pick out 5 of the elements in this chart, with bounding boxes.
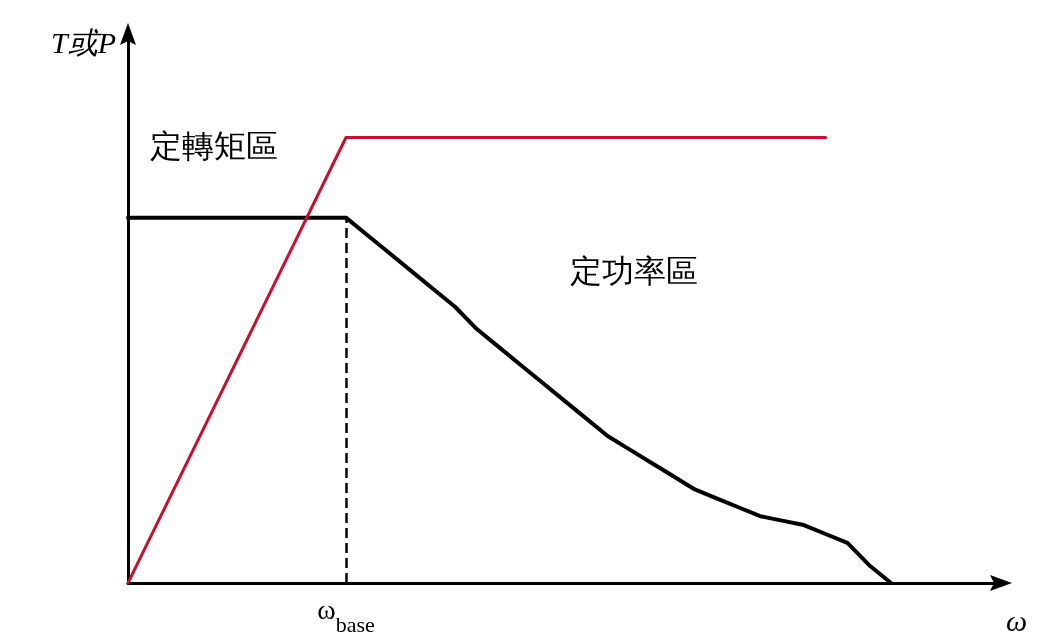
- x-axis-title: ω: [1006, 603, 1028, 637]
- annotation: 定轉矩區: [150, 128, 278, 164]
- annotation: 定功率區: [570, 253, 698, 289]
- text: ω$_{base}$: [317, 594, 375, 637]
- y-axis-title: T或P: [50, 25, 116, 59]
